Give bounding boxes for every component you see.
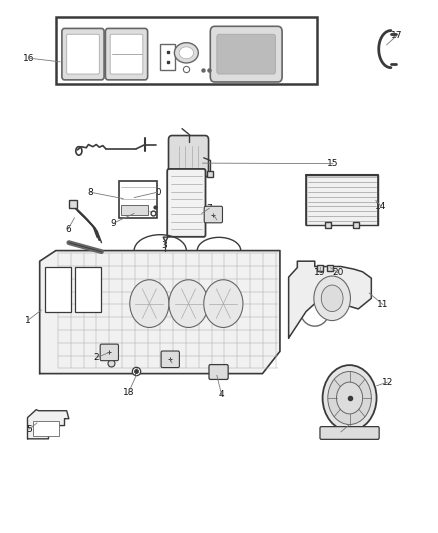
Text: 11: 11 — [377, 300, 389, 309]
Text: 5: 5 — [26, 425, 32, 434]
Polygon shape — [289, 261, 371, 338]
Circle shape — [204, 280, 243, 327]
Polygon shape — [306, 175, 378, 225]
FancyBboxPatch shape — [100, 344, 118, 361]
Text: 2: 2 — [169, 359, 175, 367]
Text: 3: 3 — [161, 241, 167, 250]
Circle shape — [169, 280, 208, 327]
Polygon shape — [28, 410, 69, 439]
FancyBboxPatch shape — [169, 135, 208, 177]
Text: 9: 9 — [111, 219, 117, 228]
Text: 2: 2 — [93, 353, 99, 362]
FancyBboxPatch shape — [160, 44, 176, 70]
Text: 18: 18 — [123, 388, 134, 397]
FancyBboxPatch shape — [33, 421, 59, 436]
FancyBboxPatch shape — [204, 206, 223, 223]
Text: 17: 17 — [391, 31, 403, 41]
FancyBboxPatch shape — [119, 181, 157, 217]
FancyBboxPatch shape — [56, 17, 317, 84]
FancyBboxPatch shape — [121, 205, 148, 215]
Text: 7: 7 — [207, 204, 212, 213]
Text: 4: 4 — [219, 390, 224, 399]
FancyBboxPatch shape — [167, 169, 205, 237]
FancyBboxPatch shape — [161, 351, 180, 368]
Ellipse shape — [174, 43, 198, 63]
Circle shape — [321, 285, 343, 312]
FancyBboxPatch shape — [74, 266, 101, 312]
Circle shape — [328, 372, 371, 424]
Text: 1: 1 — [25, 316, 30, 325]
Text: 2: 2 — [214, 215, 219, 224]
Text: 12: 12 — [382, 377, 393, 386]
Text: 15: 15 — [327, 159, 339, 168]
FancyBboxPatch shape — [110, 34, 143, 74]
Ellipse shape — [179, 47, 194, 59]
FancyBboxPatch shape — [106, 28, 148, 80]
FancyBboxPatch shape — [67, 34, 99, 74]
Text: 8: 8 — [88, 188, 93, 197]
FancyBboxPatch shape — [210, 26, 282, 82]
Text: 13: 13 — [335, 427, 346, 437]
FancyBboxPatch shape — [320, 426, 379, 439]
Polygon shape — [40, 251, 280, 374]
Text: 10: 10 — [152, 188, 163, 197]
Circle shape — [322, 365, 377, 431]
Text: 19: 19 — [314, 268, 326, 277]
Text: 6: 6 — [65, 225, 71, 234]
Text: 16: 16 — [23, 54, 35, 62]
FancyBboxPatch shape — [217, 34, 276, 74]
Text: 14: 14 — [375, 201, 387, 211]
Circle shape — [336, 382, 363, 414]
FancyBboxPatch shape — [45, 266, 71, 312]
Text: 20: 20 — [332, 268, 344, 277]
FancyBboxPatch shape — [62, 28, 104, 80]
Circle shape — [130, 280, 169, 327]
Circle shape — [314, 276, 350, 320]
FancyBboxPatch shape — [209, 365, 228, 379]
